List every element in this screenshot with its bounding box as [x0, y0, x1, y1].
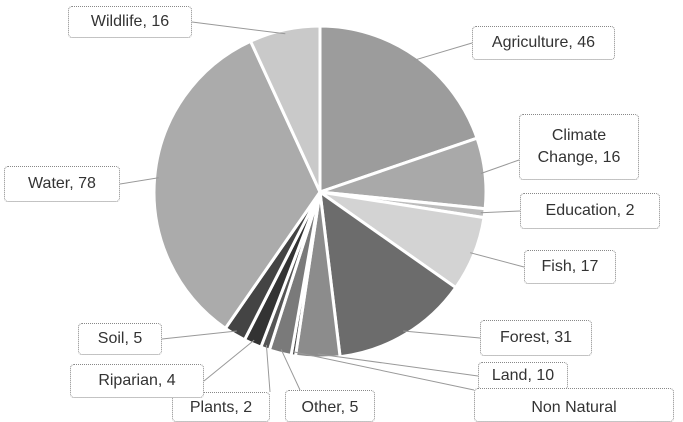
leader-line — [161, 330, 237, 340]
leader-line — [470, 252, 525, 268]
leader-line — [403, 330, 481, 339]
leader-line — [203, 339, 255, 382]
pie-slice — [318, 188, 458, 359]
data-label: Riparian, 4 — [70, 364, 204, 398]
pie-slice — [152, 39, 322, 331]
data-label: Water, 78 — [4, 166, 120, 202]
leader-line — [191, 21, 286, 35]
leader-line — [317, 353, 479, 377]
data-label: Non Natural — [474, 388, 674, 422]
leader-line — [414, 42, 473, 61]
data-label: Soil, 5 — [78, 323, 162, 355]
data-label: Land, 10 — [478, 362, 568, 390]
data-label: Education, 2 — [520, 193, 660, 229]
data-label: Forest, 31 — [480, 320, 592, 356]
leader-line — [293, 351, 475, 391]
leader-line — [265, 344, 271, 393]
data-label: Agriculture, 46 — [472, 26, 615, 60]
leader-line — [280, 349, 301, 391]
data-label: Fish, 17 — [524, 250, 616, 284]
leader-line — [119, 177, 159, 185]
leader-line — [480, 210, 521, 214]
data-label: Climate Change, 16 — [519, 114, 639, 180]
pie-slice — [248, 24, 322, 193]
data-label: Wildlife, 16 — [68, 6, 192, 38]
data-label: Other, 5 — [285, 390, 375, 422]
leader-line — [480, 159, 520, 174]
